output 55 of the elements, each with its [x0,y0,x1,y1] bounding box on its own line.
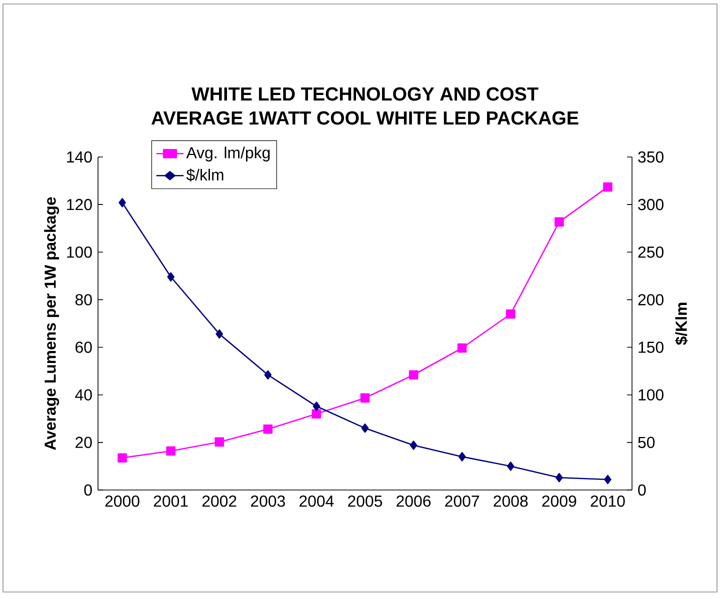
x-tick-label: 2010 [590,496,625,507]
point [263,424,273,434]
point [457,343,467,353]
point [166,446,176,456]
y-tick-label: 140 [67,151,92,163]
y2-tick-label: 300 [638,198,664,210]
point [360,393,370,403]
chart-title: WHITE LED TECHNOLOGY AND COST [192,87,538,101]
y2-tick-label: 0 [638,484,646,496]
x-tick-label: 2000 [105,496,140,507]
legend-label: Avg. lm/pkg [186,146,270,162]
point [554,217,564,227]
x-tick-label: 2006 [396,496,431,507]
point [167,272,174,282]
y2-tick-label: 350 [638,151,664,163]
y-tick-label: 40 [75,389,92,400]
chart-subtitle: AVERAGE 1WATT COOL WHITE LED PACKAGE [151,111,578,125]
point [361,424,369,433]
y2-tick-label: 150 [638,342,664,353]
point [408,370,418,380]
point [216,329,224,339]
y-tick-label: 20 [76,436,92,448]
point [506,462,514,471]
x-tick-label: 2003 [250,496,285,507]
x-tick-label: 2008 [494,496,528,507]
point [506,309,516,319]
x-tick-label: 2001 [154,496,188,507]
y-tick-label: 60 [76,342,92,353]
y2-tick-label: 50 [638,436,655,448]
y-tick-label: 0 [84,484,92,496]
y-tick-label: 100 [67,246,92,258]
x-tick-label: 2004 [300,496,334,507]
y2-tick-label: 200 [638,294,664,306]
y2-axis-title: $/Klm [674,302,688,345]
point [312,409,322,419]
point [264,370,272,380]
y-axis-title: Average Lumens per 1W package [44,197,60,450]
x-tick-label: 2009 [542,496,576,507]
x-tick-label: 2005 [348,496,382,507]
point [118,453,127,463]
legend-label: $/klm [186,168,224,182]
y2-tick-label: 100 [638,389,664,400]
point [312,402,320,411]
y2-tick-label: 250 [638,246,664,258]
point [603,182,612,192]
y-tick-label: 120 [67,198,92,210]
point [214,437,224,447]
point [118,198,126,208]
x-tick-label: 2002 [202,496,236,507]
y-tick-label: 80 [75,294,92,306]
point [556,472,563,482]
x-tick-label: 2007 [445,496,480,507]
point [604,474,612,484]
point [458,452,466,462]
point [410,440,418,450]
